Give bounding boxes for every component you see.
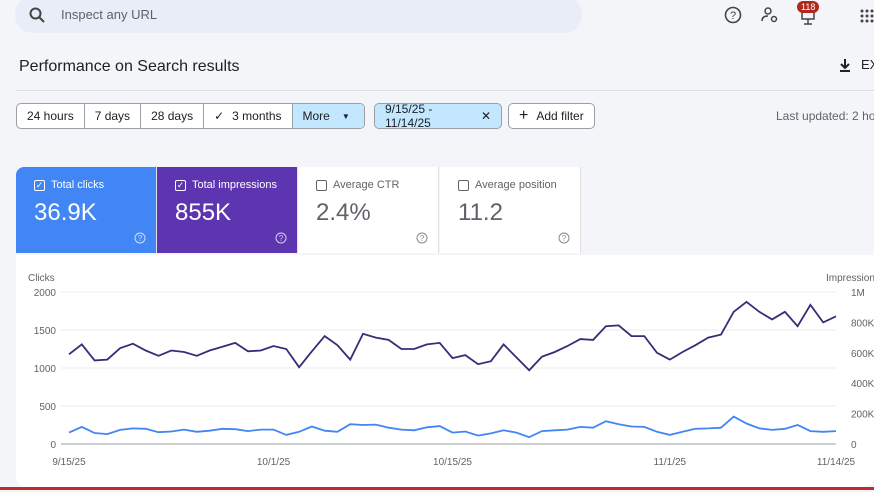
left-axis-label: Clicks [28, 273, 55, 284]
left-tick-label: 1000 [34, 364, 57, 375]
add-filter-button[interactable]: + Add filter [508, 103, 595, 129]
x-tick-label: 10/1/25 [257, 457, 291, 468]
help-icon[interactable]: ? [724, 6, 742, 24]
divider [16, 90, 874, 91]
left-tick-label: 2000 [34, 288, 57, 299]
metric-card-average-position[interactable]: Average position 11.2 ? [440, 167, 581, 253]
svg-text:?: ? [562, 234, 567, 243]
range-24-hours[interactable]: 24 hours [17, 104, 85, 128]
checkbox-icon[interactable] [316, 179, 327, 191]
range-28-days[interactable]: 28 days [141, 104, 205, 128]
help-icon[interactable]: ? [416, 232, 428, 244]
checkbox-checked-icon[interactable]: ✓ [175, 179, 186, 191]
right-tick-label: 400K [851, 379, 874, 390]
date-filter-chip[interactable]: 9/15/25 - 11/14/25 ✕ [374, 102, 502, 130]
svg-text:?: ? [138, 234, 143, 243]
right-tick-label: 600K [851, 349, 874, 360]
series-line-total-impressions [68, 300, 837, 372]
plus-icon: + [519, 107, 529, 124]
svg-text:?: ? [420, 234, 425, 243]
help-icon[interactable]: ? [275, 232, 287, 244]
metric-card-average-ctr[interactable]: Average CTR 2.4% ? [298, 167, 439, 253]
x-tick-label: 10/15/25 [433, 457, 472, 468]
user-settings-icon[interactable] [761, 6, 779, 24]
last-updated: Last updated: 2 ho [776, 109, 874, 123]
series-line-total-clicks [68, 415, 837, 439]
apps-grid-icon[interactable] [860, 9, 874, 23]
search-placeholder: Inspect any URL [61, 7, 158, 22]
x-tick-label: 9/15/25 [52, 457, 86, 468]
metric-card-total-impressions[interactable]: ✓ Total impressions 855K ? [157, 167, 298, 253]
dropdown-arrow-icon: ▼ [341, 111, 350, 121]
x-tick-label: 11/1/25 [654, 457, 687, 468]
check-icon: ✓ [214, 109, 225, 123]
page-title: Performance on Search results [19, 58, 240, 75]
performance-chart: Clicks Impression 0 500 1000 1500 2000 0 200K 400… [16, 255, 874, 487]
range-3-months[interactable]: ✓ 3 months [204, 104, 293, 128]
url-inspection-search[interactable]: Inspect any URL [15, 0, 582, 33]
right-axis-label: Impression [826, 273, 874, 284]
export-button[interactable]: EX [838, 57, 874, 72]
bottom-bar [0, 487, 874, 490]
right-tick-label: 800K [851, 318, 874, 329]
left-tick-label: 500 [39, 402, 56, 413]
svg-text:?: ? [730, 10, 736, 22]
right-tick-label: 0 [851, 440, 857, 451]
date-range-selector: 24 hours 7 days 28 days ✓ 3 months More ▼ [16, 103, 365, 129]
left-tick-label: 0 [50, 440, 56, 451]
close-icon[interactable]: ✕ [480, 109, 491, 123]
checkbox-icon[interactable] [458, 179, 469, 191]
left-tick-label: 1500 [34, 326, 57, 337]
help-icon[interactable]: ? [134, 232, 146, 244]
chart-svg: Clicks Impression 0 500 1000 1500 2000 0 200K 400… [28, 273, 874, 468]
download-icon [840, 58, 850, 72]
right-tick-label: 200K [851, 410, 874, 421]
checkbox-checked-icon[interactable]: ✓ [34, 179, 45, 191]
metric-card-total-clicks[interactable]: ✓ Total clicks 36.9K ? [16, 167, 157, 253]
search-icon [29, 7, 45, 23]
help-icon[interactable]: ? [558, 232, 570, 244]
range-7-days[interactable]: 7 days [85, 104, 142, 128]
right-tick-label: 1M [851, 288, 865, 299]
range-more[interactable]: More ▼ [292, 104, 364, 128]
notification-badge: 118 [797, 1, 820, 13]
x-tick-label: 11/14/25 [817, 457, 856, 468]
svg-text:?: ? [279, 234, 284, 243]
